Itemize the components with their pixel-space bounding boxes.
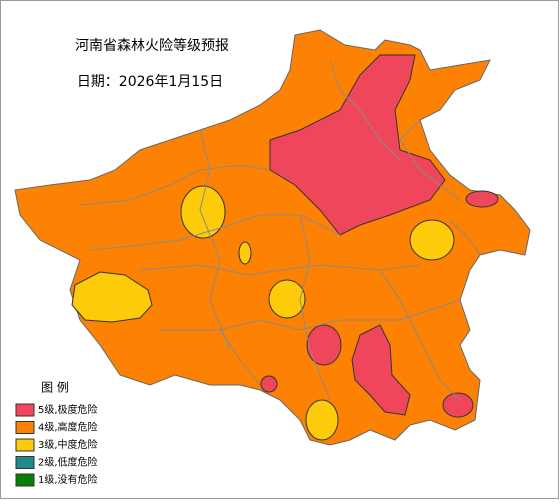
legend-label: 1级,没有危险: [38, 473, 98, 486]
zone-3: [238, 241, 252, 265]
legend-swatch: [15, 403, 35, 417]
legend-title: 图 例: [41, 381, 69, 395]
legend-swatch: [15, 438, 35, 452]
legend-label: 3级,中度危险: [38, 438, 98, 451]
zone-5: [351, 324, 411, 416]
zone-3: [409, 219, 455, 261]
legend-swatch: [15, 456, 35, 469]
legend-swatch: [15, 421, 35, 434]
zone-3: [180, 185, 226, 239]
legend: 5级,极度危险 4级,高度危险 3级,中度危险 2级,低度危险 1级,没有危险: [15, 403, 98, 487]
zone-5: [260, 375, 278, 393]
province-4: [14, 29, 531, 446]
legend-label: 4级,高度危险: [38, 421, 98, 434]
zone-5: [442, 392, 474, 418]
zone-3: [305, 399, 339, 441]
zone-5: [465, 190, 499, 208]
legend-label: 2级,低度危险: [38, 456, 98, 469]
legend-label: 5级,极度危险: [38, 403, 98, 416]
zone-5-north: [269, 54, 446, 236]
map-date: 日期：2026年1月15日: [77, 74, 223, 90]
zone-3: [71, 271, 153, 323]
zone-5: [306, 324, 342, 366]
henan-map: [14, 29, 531, 446]
legend-swatch: [15, 473, 35, 487]
map-title: 河南省森林火险等级预报: [75, 37, 229, 54]
zone-3: [268, 279, 306, 319]
city-boundaries: [79, 59, 481, 401]
